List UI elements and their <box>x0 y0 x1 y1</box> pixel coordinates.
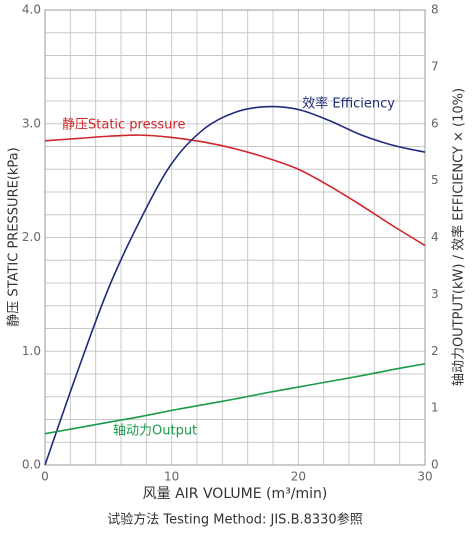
x-tick-label: 10 <box>164 470 179 484</box>
y2-axis-title: 轴动力OUTPUT(kW) / 效率 EFFICIENCY × (10%) <box>451 88 467 386</box>
plot-frame <box>44 9 426 466</box>
x-axis-title: 风量 AIR VOLUME (m³/min) <box>143 486 328 502</box>
series-label: 静压Static pressure <box>62 118 185 133</box>
y-tick-label: 4.0 <box>22 3 41 17</box>
x-tick-label: 30 <box>417 470 432 484</box>
footnote: 试验方法 Testing Method: JIS.B.8330参照 <box>107 512 362 528</box>
y-tick-label: 3.0 <box>22 116 41 130</box>
series-label: 轴动力Output <box>113 424 197 439</box>
y2-tick-label: 8 <box>431 3 439 17</box>
series-line <box>44 134 426 247</box>
y2-tick-label: 6 <box>431 116 439 130</box>
y2-tick-label: 1 <box>431 401 439 415</box>
y-axis-title: 静压 STATIC PRESSURE(kPa) <box>7 147 22 326</box>
y2-tick-label: 0 <box>431 458 439 472</box>
series-label: 效率 Efficiency <box>302 96 395 112</box>
y2-tick-label: 4 <box>431 230 439 244</box>
x-tick-label: 20 <box>291 470 306 484</box>
y2-tick-label: 5 <box>431 173 439 187</box>
x-tick-label: 0 <box>41 470 49 484</box>
y-tick-label: 0.0 <box>22 458 41 472</box>
y-tick-label: 1.0 <box>22 344 41 358</box>
series-line <box>44 362 426 435</box>
series-line <box>44 105 426 466</box>
y-tick-label: 2.0 <box>22 230 41 244</box>
y2-tick-label: 7 <box>431 59 439 73</box>
y2-tick-label: 2 <box>431 344 439 358</box>
y2-tick-label: 3 <box>431 287 439 301</box>
